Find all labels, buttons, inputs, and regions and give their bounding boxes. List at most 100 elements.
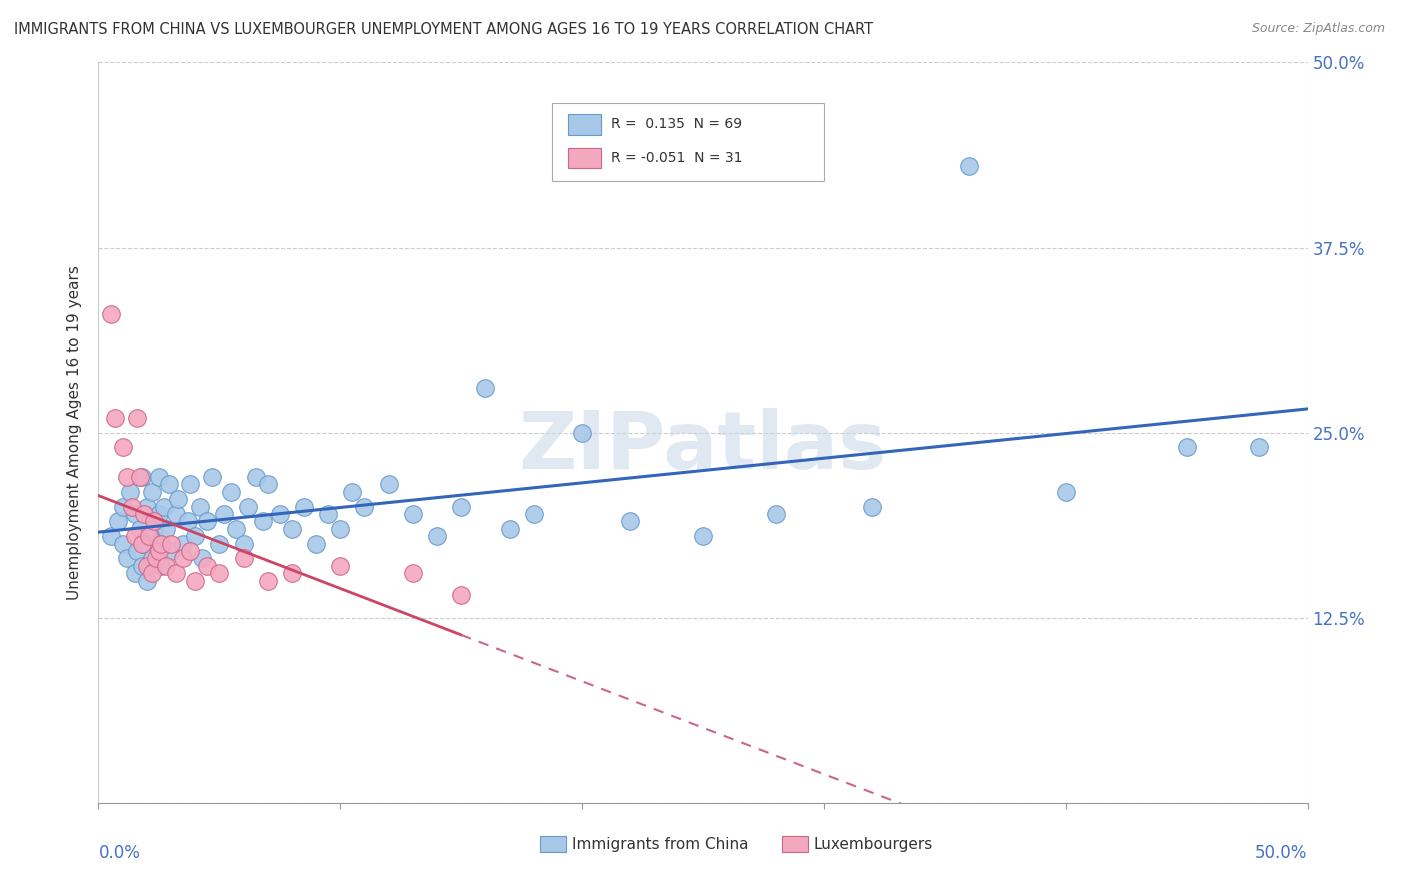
Point <box>135 574 157 588</box>
Point <box>121 500 143 514</box>
Text: R = -0.051  N = 31: R = -0.051 N = 31 <box>612 151 742 165</box>
Point <box>316 507 339 521</box>
Point <box>155 522 177 536</box>
Point <box>127 410 149 425</box>
Point <box>111 536 134 550</box>
Text: 0.0%: 0.0% <box>98 844 141 862</box>
Point <box>377 477 399 491</box>
Point <box>179 544 201 558</box>
Point <box>426 529 449 543</box>
Point <box>232 551 254 566</box>
Point <box>131 558 153 573</box>
Point <box>148 470 170 484</box>
Point <box>1249 441 1271 455</box>
Point <box>450 500 472 514</box>
Point <box>221 484 243 499</box>
Point <box>104 410 127 425</box>
Point <box>188 500 211 514</box>
Point <box>184 529 207 543</box>
Point <box>1054 484 1077 499</box>
Point <box>100 307 122 321</box>
Text: Immigrants from China: Immigrants from China <box>572 837 749 852</box>
Point <box>208 566 231 581</box>
Point <box>143 515 166 529</box>
Point <box>305 536 328 550</box>
Point <box>134 536 156 550</box>
Point <box>1175 441 1198 455</box>
Point <box>256 477 278 491</box>
Point <box>157 477 180 491</box>
Point <box>450 589 472 603</box>
FancyBboxPatch shape <box>568 114 602 135</box>
Point <box>692 529 714 543</box>
Point <box>131 470 153 484</box>
Point <box>128 470 150 484</box>
Point <box>141 551 163 566</box>
Point <box>179 477 201 491</box>
Point <box>191 551 214 566</box>
Point <box>281 522 304 536</box>
Point <box>281 566 304 581</box>
Point <box>128 522 150 536</box>
Point <box>208 536 231 550</box>
Text: IMMIGRANTS FROM CHINA VS LUXEMBOURGER UNEMPLOYMENT AMONG AGES 16 TO 19 YEARS COR: IMMIGRANTS FROM CHINA VS LUXEMBOURGER UN… <box>14 22 873 37</box>
Point <box>138 529 160 543</box>
Point <box>141 484 163 499</box>
Point <box>342 484 364 499</box>
Point <box>245 470 267 484</box>
Point <box>172 536 194 550</box>
Point <box>160 536 183 550</box>
Point <box>212 507 235 521</box>
Point <box>145 536 167 550</box>
Point <box>152 500 174 514</box>
Point <box>165 566 187 581</box>
Point <box>523 507 546 521</box>
Point <box>143 522 166 536</box>
Point <box>117 551 139 566</box>
Point <box>145 551 167 566</box>
Point <box>353 500 375 514</box>
Point <box>124 529 146 543</box>
Point <box>135 500 157 514</box>
Y-axis label: Unemployment Among Ages 16 to 19 years: Unemployment Among Ages 16 to 19 years <box>67 265 83 600</box>
Point <box>117 470 139 484</box>
Point <box>172 551 194 566</box>
Text: Source: ZipAtlas.com: Source: ZipAtlas.com <box>1251 22 1385 36</box>
Text: Luxembourgers: Luxembourgers <box>813 837 932 852</box>
Point <box>402 507 425 521</box>
Point <box>107 515 129 529</box>
Point <box>201 470 224 484</box>
Point <box>150 536 173 550</box>
Point <box>148 507 170 521</box>
Point <box>127 544 149 558</box>
Point <box>225 522 247 536</box>
Point <box>160 544 183 558</box>
Point <box>292 500 315 514</box>
Point <box>150 558 173 573</box>
FancyBboxPatch shape <box>551 103 824 181</box>
Point <box>232 536 254 550</box>
Point <box>765 507 787 521</box>
Point <box>134 507 156 521</box>
Point <box>329 558 352 573</box>
Point <box>155 558 177 573</box>
Point <box>269 507 291 521</box>
Point <box>118 484 141 499</box>
FancyBboxPatch shape <box>782 836 808 853</box>
Point <box>252 515 274 529</box>
Point <box>402 566 425 581</box>
Point <box>238 500 260 514</box>
Point <box>124 507 146 521</box>
Text: 50.0%: 50.0% <box>1256 844 1308 862</box>
Point <box>100 529 122 543</box>
Point <box>177 515 200 529</box>
Point <box>498 522 520 536</box>
FancyBboxPatch shape <box>540 836 567 853</box>
Point <box>195 558 218 573</box>
Point <box>957 159 980 173</box>
Text: R =  0.135  N = 69: R = 0.135 N = 69 <box>612 117 742 131</box>
Point <box>165 507 187 521</box>
Point <box>329 522 352 536</box>
Point <box>167 492 190 507</box>
Point <box>141 566 163 581</box>
